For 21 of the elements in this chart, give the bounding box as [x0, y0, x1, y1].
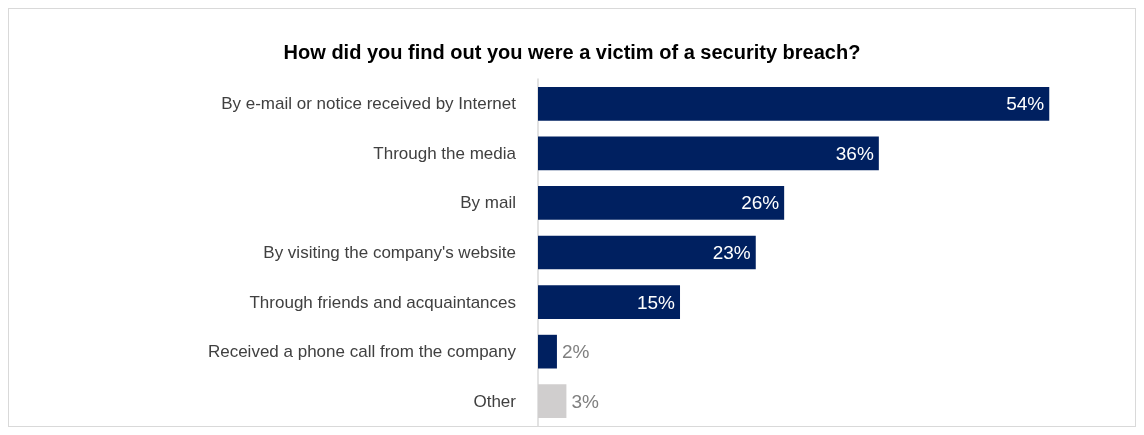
data-label: 15% — [636, 291, 676, 313]
bar — [538, 334, 557, 369]
y-tick-label: By mail — [460, 193, 516, 213]
bar — [538, 136, 879, 171]
y-tick-label: By e-mail or notice received by Internet — [221, 94, 517, 114]
y-tick-label: By visiting the company's website — [263, 243, 516, 262]
data-label: 3% — [571, 390, 599, 412]
bar — [538, 285, 681, 319]
chart-title: How did you find out you were a victim of a security breach? — [283, 41, 861, 63]
y-tick-label: Through friends and acquaintances — [249, 292, 516, 312]
data-label: 26% — [741, 192, 780, 214]
bar — [538, 186, 785, 220]
y-tick-label: Received a phone call from the company — [207, 342, 517, 362]
data-label: 54% — [1006, 93, 1045, 115]
data-label: 36% — [835, 142, 874, 164]
data-label: 23% — [712, 242, 751, 263]
bar — [538, 86, 1050, 121]
y-tick-label: Through the media — [373, 143, 517, 163]
data-label: 2% — [561, 341, 590, 363]
bar — [538, 235, 756, 270]
y-tick-label: Other — [473, 391, 517, 411]
